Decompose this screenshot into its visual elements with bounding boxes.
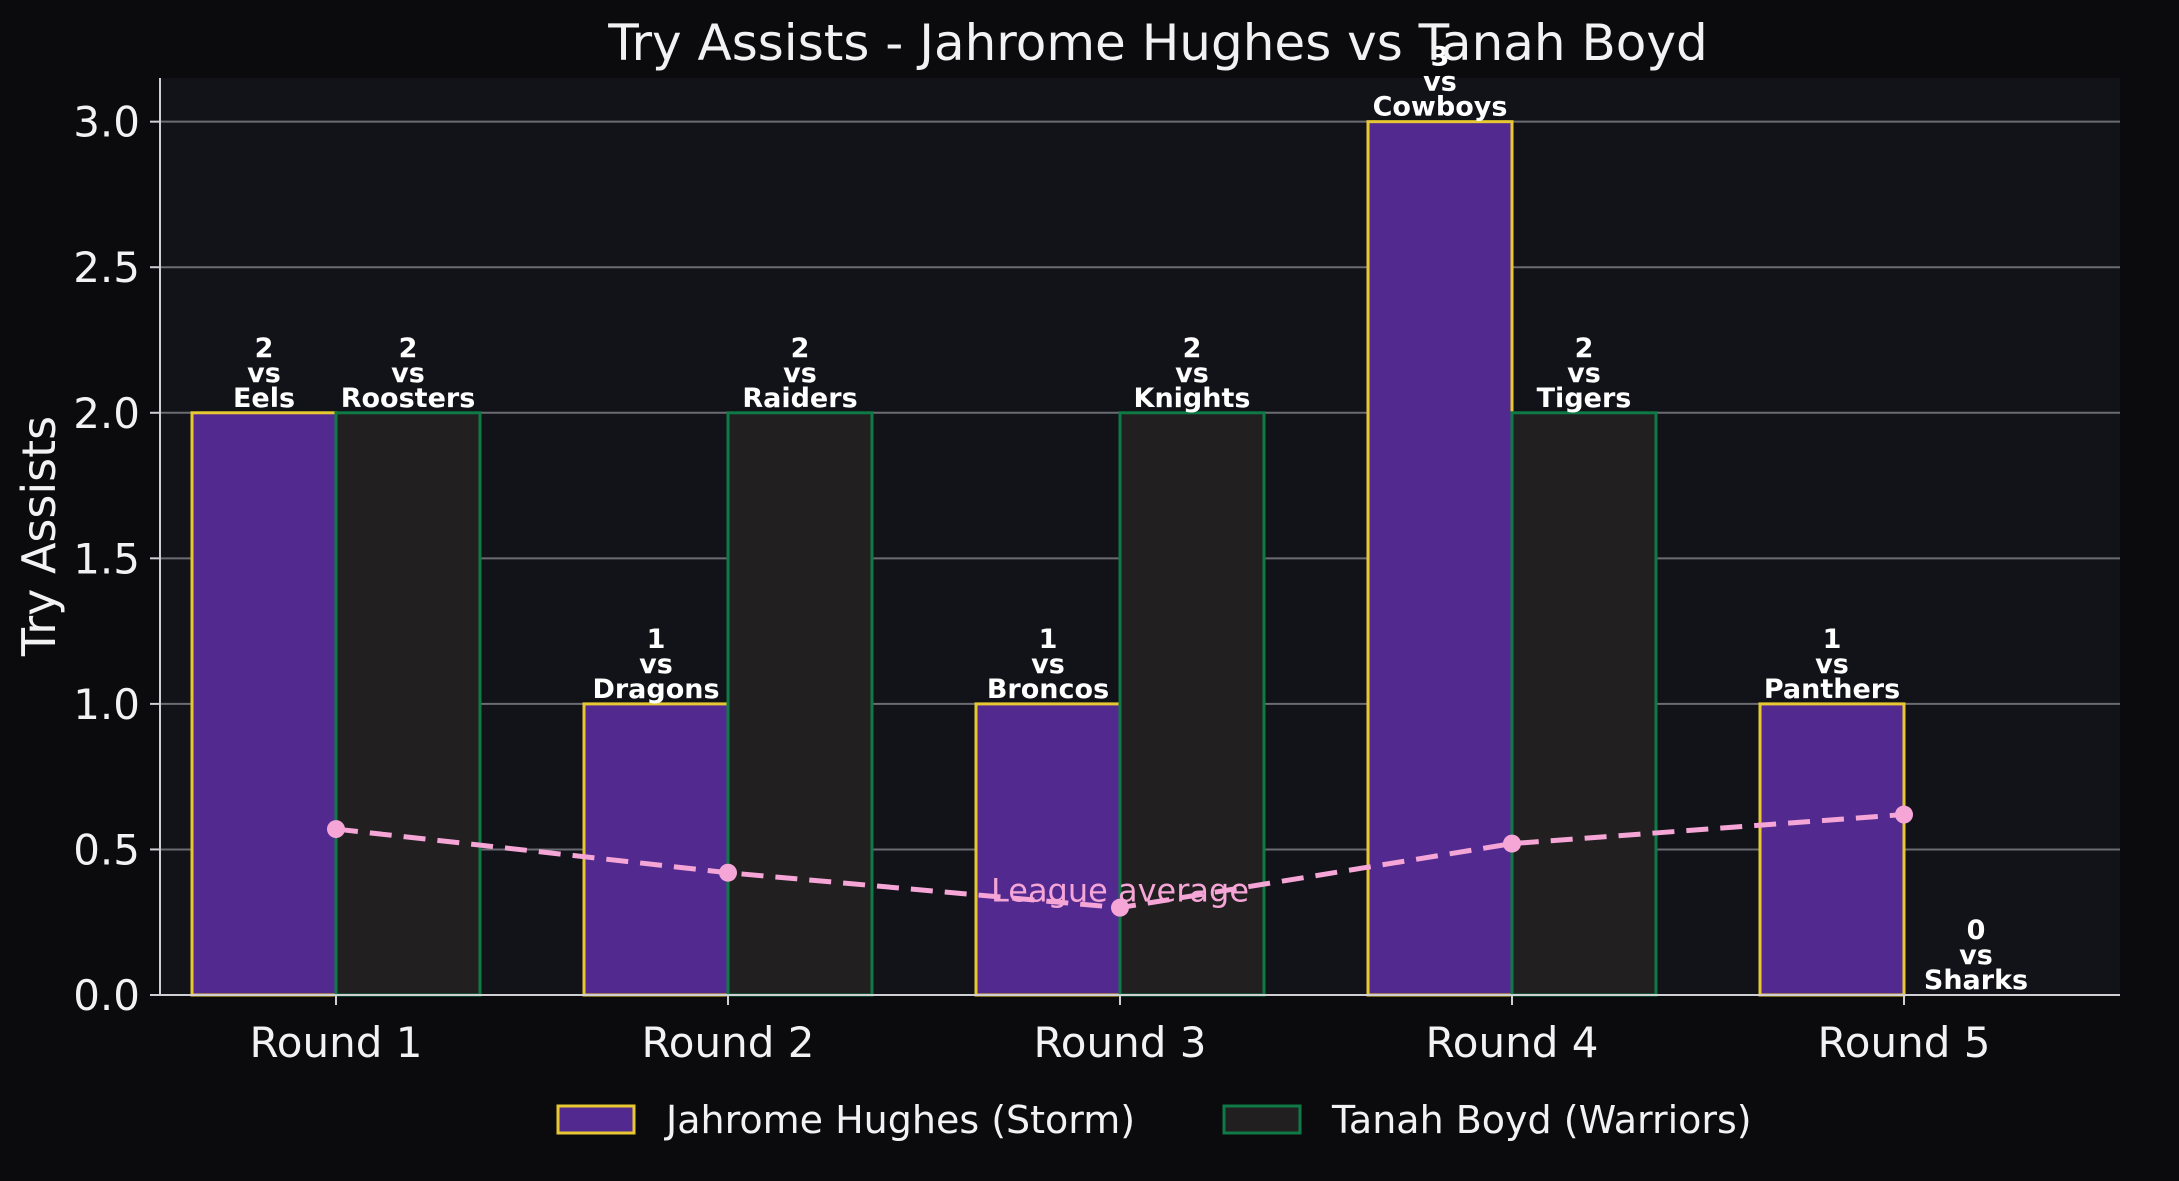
x-tick-label: Round 5 <box>1818 1018 1991 1067</box>
bar-opponent-label: Cowboys <box>1373 92 1508 123</box>
bar-opponent-label: Broncos <box>987 674 1109 705</box>
legend-swatch <box>1222 1104 1302 1135</box>
x-tick-label: Round 1 <box>250 1018 423 1067</box>
x-tick-label: Round 4 <box>1426 1018 1599 1067</box>
legend-label: Jahrome Hughes (Storm) <box>664 1098 1135 1142</box>
y-tick-label: 1.0 <box>73 680 140 729</box>
y-axis-label: Try Assists <box>12 416 66 657</box>
bar-labels: 2vsEels1vsDragons1vsBroncos3vsCowboys1vs… <box>233 42 2028 996</box>
bar-value-label: 2 <box>399 333 418 364</box>
bar-hughes <box>1366 120 1514 997</box>
bar-hughes <box>974 702 1122 997</box>
bar-value-label: 2 <box>1575 333 1594 364</box>
y-tick-label: 2.0 <box>73 389 140 438</box>
bar-vs-label: vs <box>1175 358 1209 389</box>
league-average-point <box>1895 805 1913 824</box>
bar-value-label: 1 <box>1039 624 1058 655</box>
bar-hughes <box>582 702 730 997</box>
bar-vs-label: vs <box>1031 649 1065 680</box>
y-tick-label: 0.5 <box>73 825 140 874</box>
bar-opponent-label: Panthers <box>1764 674 1900 705</box>
league-average-label: League average <box>991 872 1249 910</box>
bar-vs-label: vs <box>1567 358 1601 389</box>
bar-opponent-label: Roosters <box>341 383 476 414</box>
bar-boyd <box>1510 411 1658 997</box>
axes: 0.0 0.5 1.0 1.5 2.0 2.5 3.0 Round 1 Round 2 Round… <box>73 78 2120 1067</box>
bar-opponent-label: Dragons <box>592 674 719 705</box>
legend-swatch <box>556 1104 636 1135</box>
league-average-point <box>327 820 345 839</box>
bar-value-label: 3 <box>1431 42 1450 73</box>
bar-opponent-label: Sharks <box>1924 965 2028 996</box>
league-average-line: League average <box>327 805 1913 917</box>
bar-vs-label: vs <box>247 358 281 389</box>
bar-hughes <box>190 411 338 997</box>
x-tick-label: Round 2 <box>642 1018 815 1067</box>
bar-value-label: 2 <box>255 333 274 364</box>
bars <box>190 120 1906 997</box>
bar-vs-label: vs <box>639 649 673 680</box>
bar-hughes <box>1758 702 1906 997</box>
bar-vs-label: vs <box>1959 940 1993 971</box>
bar-value-label: 2 <box>1183 333 1202 364</box>
bar-opponent-label: Tigers <box>1537 383 1632 414</box>
bar-opponent-label: Raiders <box>742 383 857 414</box>
bar-value-label: 0 <box>1967 915 1986 946</box>
bar-value-label: 1 <box>1823 624 1842 655</box>
bar-value-label: 2 <box>791 333 810 364</box>
league-average-point <box>719 863 737 882</box>
x-tick-label: Round 3 <box>1034 1018 1207 1067</box>
bar-opponent-label: Knights <box>1134 383 1251 414</box>
bar-vs-label: vs <box>783 358 817 389</box>
bar-value-label: 1 <box>647 624 666 655</box>
bar-boyd <box>726 411 874 997</box>
bar-vs-label: vs <box>1815 649 1849 680</box>
y-tick-label: 2.5 <box>73 243 140 292</box>
bar-vs-label: vs <box>1423 67 1457 98</box>
y-tick-label: 1.5 <box>73 534 140 583</box>
league-average-point <box>1111 898 1129 917</box>
bar-vs-label: vs <box>391 358 425 389</box>
legend: Jahrome Hughes (Storm) Tanah Boyd (Warrio… <box>556 1098 1752 1142</box>
bar-opponent-label: Eels <box>233 383 295 414</box>
league-average-point <box>1503 834 1521 853</box>
chart-title: Try Assists - Jahrome Hughes vs Tanah Bo… <box>607 14 1707 72</box>
legend-label: Tanah Boyd (Warriors) <box>1331 1098 1752 1142</box>
y-tick-label: 0.0 <box>73 971 140 1020</box>
y-tick-label: 3.0 <box>73 98 140 147</box>
bar-boyd <box>334 411 482 997</box>
